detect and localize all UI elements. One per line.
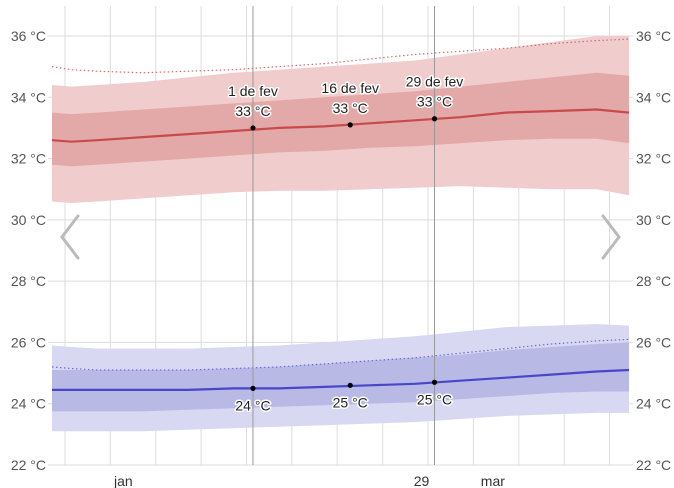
- y-tick-label-left: 34 °C: [11, 89, 46, 105]
- x-tick-label: jan: [113, 473, 133, 488]
- x-tick-label: mar: [481, 473, 505, 488]
- y-tick-label-left: 24 °C: [11, 396, 46, 412]
- y-tick-label-left: 22 °C: [11, 457, 46, 473]
- annotation-date-label: 29 de fev: [406, 74, 464, 90]
- y-tick-label-right: 28 °C: [636, 273, 671, 289]
- chevron-right-icon[interactable]: [603, 216, 619, 258]
- navigation: [62, 216, 619, 258]
- low-point: [250, 386, 255, 391]
- annotation-date-label: 16 de fev: [321, 80, 379, 96]
- annotation-low-label: 25 °C: [333, 394, 368, 410]
- y-tick-label-right: 34 °C: [636, 89, 671, 105]
- annotation-low-label: 24 °C: [235, 397, 270, 413]
- high-point: [432, 116, 437, 121]
- y-tick-label-left: 28 °C: [11, 273, 46, 289]
- low-point: [432, 380, 437, 385]
- y-tick-label-right: 32 °C: [636, 151, 671, 167]
- annotation-date-label: 1 de fev: [228, 83, 278, 99]
- chevron-left-icon[interactable]: [62, 216, 78, 258]
- y-tick-label-left: 30 °C: [11, 212, 46, 228]
- annotation-high-label: 33 °C: [333, 100, 368, 116]
- y-tick-label-right: 24 °C: [636, 396, 671, 412]
- y-tick-label-left: 36 °C: [11, 28, 46, 44]
- y-tick-label-right: 26 °C: [636, 334, 671, 350]
- annotation-high-label: 33 °C: [235, 103, 270, 119]
- low-point: [348, 383, 353, 388]
- annotation-low-label: 25 °C: [417, 391, 452, 407]
- y-tick-label-right: 36 °C: [636, 28, 671, 44]
- y-tick-label-right: 30 °C: [636, 212, 671, 228]
- y-tick-label-left: 32 °C: [11, 151, 46, 167]
- y-tick-label-left: 26 °C: [11, 334, 46, 350]
- y-tick-label-right: 22 °C: [636, 457, 671, 473]
- high-point: [348, 122, 353, 127]
- annotation-high-label: 33 °C: [417, 94, 452, 110]
- x-tick-label: 29: [414, 473, 430, 488]
- high-point: [250, 125, 255, 130]
